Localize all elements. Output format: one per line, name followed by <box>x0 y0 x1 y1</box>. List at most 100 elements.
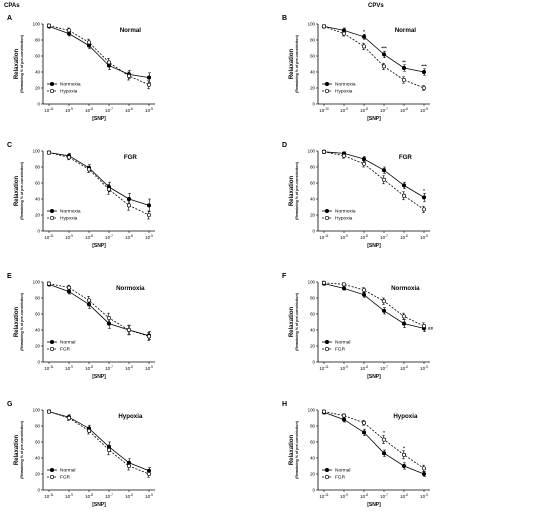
data-point-hypoxia <box>106 187 112 192</box>
data-point-hypoxia <box>401 193 407 198</box>
x-axis-label: [SNP] <box>92 243 106 249</box>
y-tick-label: 0 <box>38 229 41 234</box>
data-point-normal <box>421 471 427 477</box>
data-point-normal <box>361 430 367 435</box>
chart-panel-g: G Hypoxia 0 20 40 60 80 100 10-11 10-9 10-8 10-7 10-… <box>7 401 155 508</box>
x-tick-label: 10-7 <box>380 365 388 371</box>
legend-marker <box>324 346 330 352</box>
x-axis-label: [SNP] <box>367 243 381 249</box>
chart-title: FGR <box>399 154 413 161</box>
chart-panel-b: B Normal 0 20 40 60 80 100 10-10 10-9 10-8 10-7 10-6… <box>282 15 430 122</box>
data-point-hypoxia <box>341 31 347 36</box>
legend-label: Normoxia <box>335 82 356 88</box>
data-point-hypoxia <box>106 60 112 65</box>
x-tick-label: 10-8 <box>85 234 93 240</box>
x-tick-label: 10-7 <box>380 234 388 240</box>
data-point-fgr <box>361 287 367 293</box>
y-tick-label: 60 <box>310 54 315 59</box>
data-point-fgr <box>421 466 427 471</box>
x-tick-label: 10-8 <box>85 493 93 499</box>
data-point-normoxia <box>401 65 407 71</box>
series-line-fgr <box>48 283 150 337</box>
y-axis-sublabel: (Remaining % of pre-constriction) <box>20 161 24 220</box>
data-point-hypoxia <box>361 44 367 49</box>
y-tick-label: 60 <box>35 312 40 317</box>
x-axis-label: [SNP] <box>92 374 106 380</box>
y-tick-label: 0 <box>38 360 41 365</box>
legend-marker <box>324 339 330 345</box>
legend-label: Hypoxia <box>335 216 353 222</box>
data-point-hypoxia <box>86 40 92 45</box>
data-point-normoxia <box>146 75 152 80</box>
chart-panel-c: C FGR 0 20 40 60 80 100 10-11 10-9 10-8 10-7 10-6 10-… <box>7 142 155 249</box>
x-tick-label: 10-9 <box>65 107 73 113</box>
panel-letter: A <box>7 15 12 22</box>
y-tick-label: 20 <box>35 472 40 477</box>
x-tick-label: 10-11 <box>44 107 53 113</box>
x-axis-label: [SNP] <box>367 374 381 380</box>
data-point-fgr <box>341 413 347 418</box>
data-point-normal <box>401 321 407 326</box>
data-point-hypoxia <box>421 85 427 91</box>
x-tick-label: 10-5 <box>420 365 428 371</box>
series-line-normal <box>323 412 425 475</box>
data-point-fgr <box>401 314 407 319</box>
data-point-fgr <box>361 420 367 425</box>
chart-panel-f: F Normoxia 0 20 40 60 80 100 10-11 10-9 10-8 10-7 10… <box>282 273 434 380</box>
y-tick-label: 80 <box>35 165 40 170</box>
data-point-normal <box>401 463 407 469</box>
data-point-hypoxia <box>46 150 52 155</box>
data-point-normoxia <box>421 69 427 75</box>
x-tick-label: 10-7 <box>380 107 388 113</box>
legend-label: Hypoxia <box>60 89 78 95</box>
data-point-hypoxia <box>126 73 132 79</box>
data-point-normal <box>341 286 347 291</box>
y-tick-label: 20 <box>310 472 315 477</box>
data-point-normoxia <box>361 156 367 162</box>
chart-title: Normal <box>120 27 142 34</box>
y-axis-sublabel: (Remaining % of pre-constriction) <box>20 292 24 351</box>
y-tick-label: 100 <box>308 408 316 413</box>
y-tick-label: 0 <box>313 360 316 365</box>
data-point-fgr <box>86 428 92 433</box>
x-tick-label: 10-9 <box>340 493 348 499</box>
y-tick-label: 40 <box>310 328 315 333</box>
series-line-hypoxia <box>48 152 150 216</box>
data-point-normal <box>381 451 387 456</box>
data-point-fgr <box>321 280 327 285</box>
panel-letter: F <box>282 273 287 280</box>
series-line-normoxia <box>323 151 425 198</box>
y-axis-label: Relaxation <box>289 175 295 206</box>
y-axis-label: Relaxation <box>14 175 20 206</box>
x-tick-label: 10-7 <box>380 493 388 499</box>
data-point-fgr <box>381 299 387 304</box>
y-axis-label: Relaxation <box>289 48 295 79</box>
data-point-normoxia <box>146 203 152 208</box>
legend-label: Normal <box>60 340 75 346</box>
x-tick-label: 10-11 <box>319 493 328 499</box>
legend-marker <box>324 467 330 473</box>
data-point-normal <box>361 292 367 297</box>
y-tick-label: 0 <box>313 229 316 234</box>
x-tick-label: 10-7 <box>105 107 113 113</box>
data-point-hypoxia <box>126 203 132 208</box>
legend-marker <box>49 346 55 352</box>
y-tick-label: 80 <box>310 38 315 43</box>
y-tick-label: 80 <box>310 296 315 301</box>
y-tick-label: 20 <box>310 344 315 349</box>
legend-marker <box>324 215 330 221</box>
data-point-fgr <box>321 409 327 414</box>
panel-letter: H <box>282 401 287 408</box>
legend-label: FGR <box>335 475 346 481</box>
data-point-fgr <box>341 282 347 287</box>
legend-marker <box>324 81 330 87</box>
y-tick-label: 60 <box>35 181 40 186</box>
x-axis-label: [SNP] <box>367 502 381 508</box>
x-tick-label: 10-9 <box>65 493 73 499</box>
x-tick-label: 10-6 <box>400 493 408 499</box>
y-axis-sublabel: (Remaining % of pre-constriction) <box>295 292 299 351</box>
y-axis-sublabel: (Remaining % of pre-constriction) <box>295 161 299 220</box>
data-point-fgr <box>401 452 407 457</box>
chart-title: Normoxia <box>391 285 420 292</box>
y-tick-label: 40 <box>35 197 40 202</box>
